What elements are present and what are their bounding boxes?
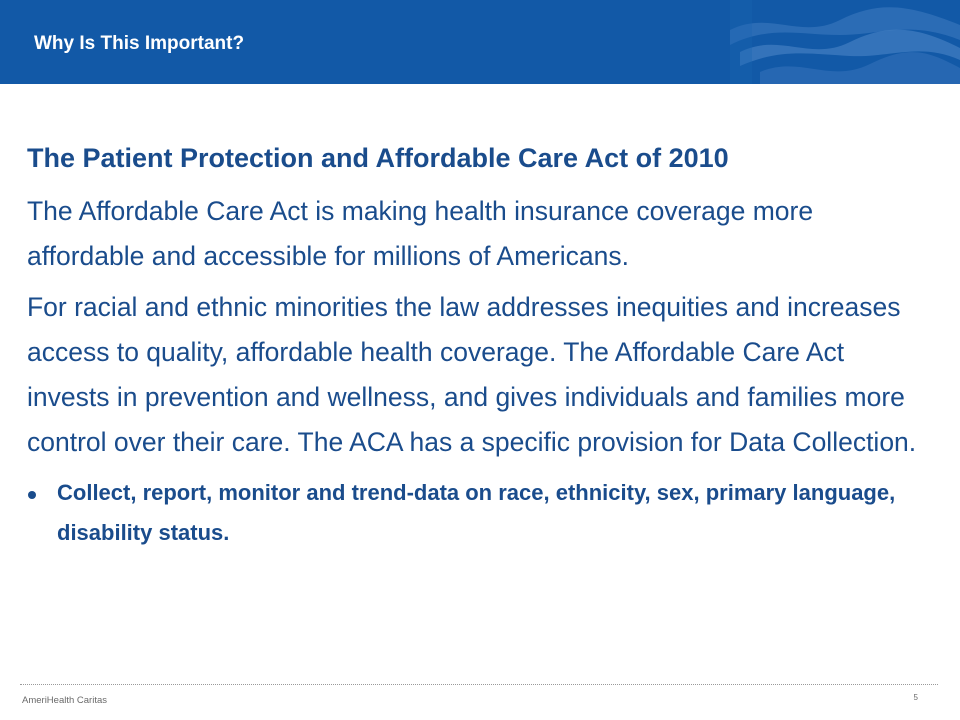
- title-bar: Why Is This Important?: [0, 0, 960, 84]
- bullet-text: Collect, report, monitor and trend-data …: [57, 480, 896, 545]
- bullet-icon: [28, 491, 36, 499]
- bullet-list: Collect, report, monitor and trend-data …: [27, 473, 927, 553]
- footer-logo: AmeriHealth Caritas: [22, 695, 107, 706]
- slide-body: The Patient Protection and Affordable Ca…: [27, 138, 927, 553]
- paragraph: The Affordable Care Act is making health…: [27, 196, 814, 271]
- page-number: 5: [913, 693, 918, 702]
- bullet-item: Collect, report, monitor and trend-data …: [27, 473, 927, 553]
- footer-divider: [20, 684, 938, 685]
- slide-title: Why Is This Important?: [34, 33, 245, 54]
- flag-logo-graphic: [730, 0, 960, 84]
- section-heading: The Patient Protection and Affordable Ca…: [27, 143, 729, 173]
- paragraph: For racial and ethnic minorities the law…: [27, 292, 917, 457]
